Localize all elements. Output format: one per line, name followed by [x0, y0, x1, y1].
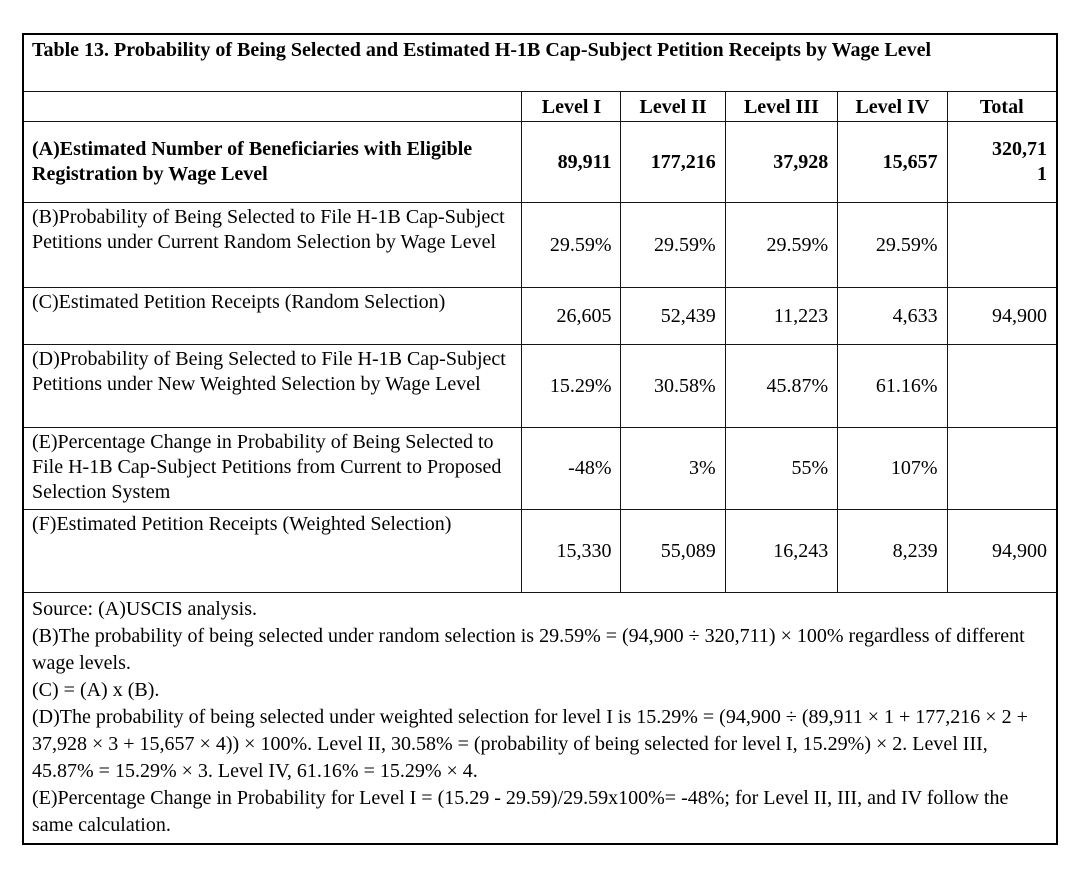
table-row-d: (D)Probability of Being Selected to File… [24, 344, 1056, 427]
note-source: Source: (A)USCIS analysis. [32, 598, 257, 620]
row-a-total: 320,711 [946, 122, 1056, 202]
table-notes: Source: (A)USCIS analysis. (B)The probab… [24, 592, 1056, 843]
row-c-label: (C)Estimated Petition Receipts (Random S… [32, 291, 446, 313]
row-d-level-iv: 61.16% [837, 345, 946, 427]
table-row-a: (A)Estimated Number of Beneficiaries wit… [24, 121, 1056, 202]
row-b-level-iii: 29.59% [724, 203, 837, 287]
row-a-total-value: 320,711 [992, 138, 1047, 185]
row-b-level-iv: 29.59% [837, 203, 946, 287]
table-row-b: (B)Probability of Being Selected to File… [24, 202, 1056, 287]
row-a-level-ii: 177,216 [620, 122, 724, 202]
table-title: Table 13. Probability of Being Selected … [32, 39, 932, 61]
row-d-label: (D)Probability of Being Selected to File… [32, 348, 506, 395]
row-d-level-iii: 45.87% [724, 345, 837, 427]
row-e-level-iii: 55% [724, 428, 837, 509]
table-row-f: (F)Estimated Petition Receipts (Weighted… [24, 509, 1056, 592]
row-a-level-iv: 15,657 [837, 122, 946, 202]
row-a-level-iii: 37,928 [724, 122, 837, 202]
row-c-level-iv: 4,633 [837, 288, 946, 344]
table-row-e: (E)Percentage Change in Probability of B… [24, 427, 1056, 509]
row-f-label: (F)Estimated Petition Receipts (Weighted… [32, 513, 452, 535]
note-d: (D)The probability of being selected und… [32, 706, 1028, 782]
row-d-level-ii: 30.58% [620, 345, 724, 427]
row-c-level-i: 26,605 [521, 288, 620, 344]
row-e-label: (E)Percentage Change in Probability of B… [32, 431, 502, 503]
row-f-level-iii: 16,243 [724, 510, 837, 592]
row-f-level-iv: 8,239 [837, 510, 946, 592]
row-e-level-iv: 107% [837, 428, 946, 509]
table-row-c: (C)Estimated Petition Receipts (Random S… [24, 287, 1056, 344]
row-f-total: 94,900 [946, 510, 1056, 592]
note-e: (E)Percentage Change in Probability for … [32, 787, 1009, 836]
row-b-label: (B)Probability of Being Selected to File… [32, 206, 505, 253]
row-b-total [946, 203, 1056, 287]
row-e-total [946, 428, 1056, 509]
note-b: (B)The probability of being selected und… [32, 625, 1025, 674]
row-e-level-i: -48% [521, 428, 620, 509]
row-e-level-ii: 3% [620, 428, 724, 509]
header-level-ii: Level II [620, 92, 724, 121]
header-empty-cell [24, 92, 521, 121]
table-13: Table 13. Probability of Being Selected … [22, 33, 1058, 845]
row-b-level-i: 29.59% [521, 203, 620, 287]
row-a-label: (A)Estimated Number of Beneficiaries wit… [32, 138, 473, 185]
row-f-level-i: 15,330 [521, 510, 620, 592]
row-c-total: 94,900 [946, 288, 1056, 344]
row-a-level-i: 89,911 [521, 122, 620, 202]
header-level-iv: Level IV [837, 92, 946, 121]
note-c: (C) = (A) x (B). [32, 679, 160, 701]
row-b-level-ii: 29.59% [620, 203, 724, 287]
table-header-row: Level I Level II Level III Level IV Tota… [24, 91, 1056, 121]
header-total: Total [946, 92, 1056, 121]
table-title-row: Table 13. Probability of Being Selected … [24, 35, 1056, 91]
row-d-level-i: 15.29% [521, 345, 620, 427]
row-c-level-iii: 11,223 [724, 288, 837, 344]
row-c-level-ii: 52,439 [620, 288, 724, 344]
header-level-iii: Level III [724, 92, 837, 121]
header-level-i: Level I [521, 92, 620, 121]
row-d-total [946, 345, 1056, 427]
row-f-level-ii: 55,089 [620, 510, 724, 592]
